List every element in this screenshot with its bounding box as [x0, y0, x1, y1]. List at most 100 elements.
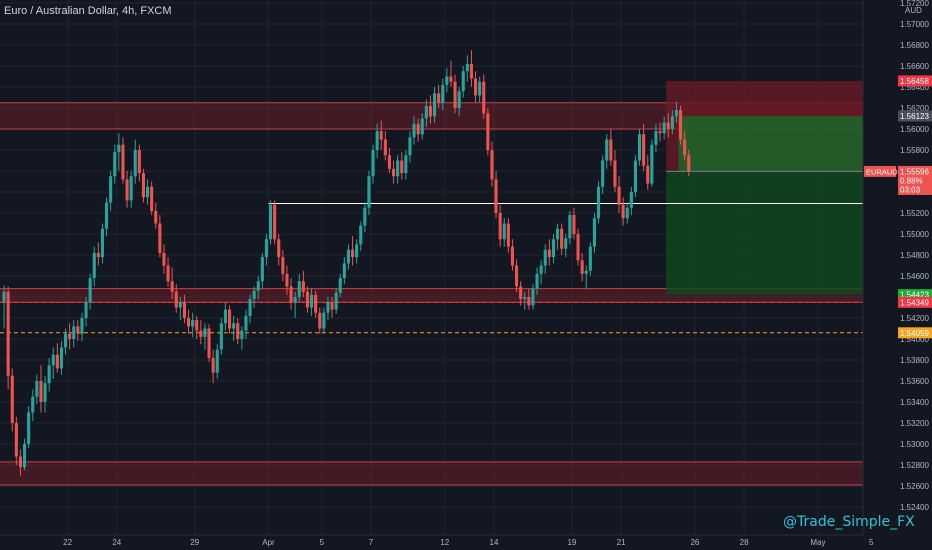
price-label-box — [898, 327, 932, 339]
candle-body — [494, 179, 498, 213]
candle-body — [113, 152, 117, 177]
candle-body — [330, 302, 334, 310]
candle-body — [170, 281, 174, 292]
candle-body — [314, 294, 318, 313]
candle-body — [613, 160, 617, 187]
candle-body — [223, 309, 227, 324]
price-axis-background — [863, 0, 932, 550]
candle-body — [535, 273, 539, 289]
candle-body — [273, 204, 277, 240]
candle-body — [297, 281, 301, 297]
candle-body — [363, 207, 367, 226]
y-tick-label: 1.54600 — [900, 272, 929, 281]
candle-body — [166, 265, 170, 282]
candle-body — [519, 286, 523, 300]
candle-body — [264, 239, 268, 258]
x-tick-label: 28 — [740, 538, 749, 547]
candle-body — [301, 281, 305, 292]
candle-body — [400, 160, 404, 174]
candle-body — [465, 63, 469, 72]
candle-body — [515, 265, 519, 287]
candle-body — [18, 456, 22, 468]
candle-body — [469, 63, 473, 79]
candle-body — [117, 144, 121, 153]
candle-body — [568, 215, 572, 239]
symbol-tag-text: EURAUD — [866, 167, 898, 176]
symbol-tag-box — [864, 165, 896, 177]
chart-title: Euro / Australian Dollar, 4h, FXCM — [4, 5, 172, 17]
candle-body — [158, 223, 162, 253]
candle-body — [461, 71, 465, 92]
candle-body — [367, 176, 371, 208]
y-tick-label: 1.53400 — [900, 398, 929, 407]
candle-body — [375, 131, 379, 150]
candle-body — [453, 81, 457, 108]
y-tick-label: 1.52400 — [900, 503, 929, 512]
candle-body — [236, 323, 240, 339]
candle-body — [182, 302, 186, 318]
x-tick-label: 26 — [690, 538, 699, 547]
x-tick-label: 5 — [320, 538, 325, 547]
current-price-text: 1.55596 — [900, 167, 929, 176]
candle-body — [162, 252, 166, 266]
candle-body — [592, 218, 596, 247]
candle-body — [642, 134, 646, 166]
candle-body — [47, 365, 51, 384]
y-tick-label: 1.54200 — [900, 314, 929, 323]
candle-body — [129, 176, 133, 201]
candle-body — [105, 202, 109, 229]
candle-body — [687, 155, 691, 171]
candle-body — [260, 257, 264, 282]
candle-body — [338, 278, 342, 293]
candle-body — [441, 84, 445, 103]
candle-body — [392, 168, 396, 177]
candle-body — [662, 122, 666, 134]
candle-body — [572, 215, 576, 234]
candle-body — [27, 412, 31, 444]
candle-body — [2, 291, 6, 303]
price-label-box — [898, 289, 932, 301]
price-label-box — [898, 75, 932, 87]
candle-body — [326, 302, 330, 313]
candle-body — [621, 204, 625, 219]
candle-body — [543, 249, 547, 266]
candle-body — [96, 252, 100, 258]
y-tick-label: 1.52800 — [900, 461, 929, 470]
candle-body — [654, 131, 658, 145]
candle-body — [670, 116, 674, 129]
candle-body — [35, 381, 39, 397]
candle-body — [219, 323, 223, 350]
candle-body — [215, 349, 219, 373]
zone-rect — [0, 288, 863, 303]
price-change-text: 0.88% — [900, 176, 923, 185]
candle-body — [351, 249, 355, 258]
y-tick-label: 1.56200 — [900, 104, 929, 113]
candle-body — [10, 375, 14, 423]
candle-body — [310, 294, 314, 308]
candle-body — [674, 110, 678, 117]
candle-body — [322, 312, 326, 329]
x-tick-label: 21 — [617, 538, 626, 547]
watermark: @Trade_Simple_FX — [783, 514, 915, 530]
candle-body — [318, 312, 322, 329]
candle-body — [277, 239, 281, 258]
candle-body — [72, 326, 76, 339]
candle-body — [502, 223, 506, 240]
candle-body — [629, 192, 633, 208]
candle-body — [679, 110, 683, 140]
candle-body — [269, 204, 273, 240]
y-axis-unit: AUD — [905, 6, 922, 15]
y-tick-label: 1.56600 — [900, 62, 929, 71]
y-tick-label: 1.56000 — [900, 125, 929, 134]
candle-body — [150, 186, 154, 211]
candle-body — [547, 249, 551, 258]
candle-body — [359, 225, 363, 245]
candle-body — [240, 330, 244, 339]
candle-body — [88, 278, 92, 303]
price-label-box — [898, 110, 932, 122]
candle-body — [199, 330, 203, 337]
take-profit-zone[interactable] — [666, 171, 868, 295]
candle-body — [211, 357, 215, 373]
x-tick-label: 5 — [869, 538, 874, 547]
